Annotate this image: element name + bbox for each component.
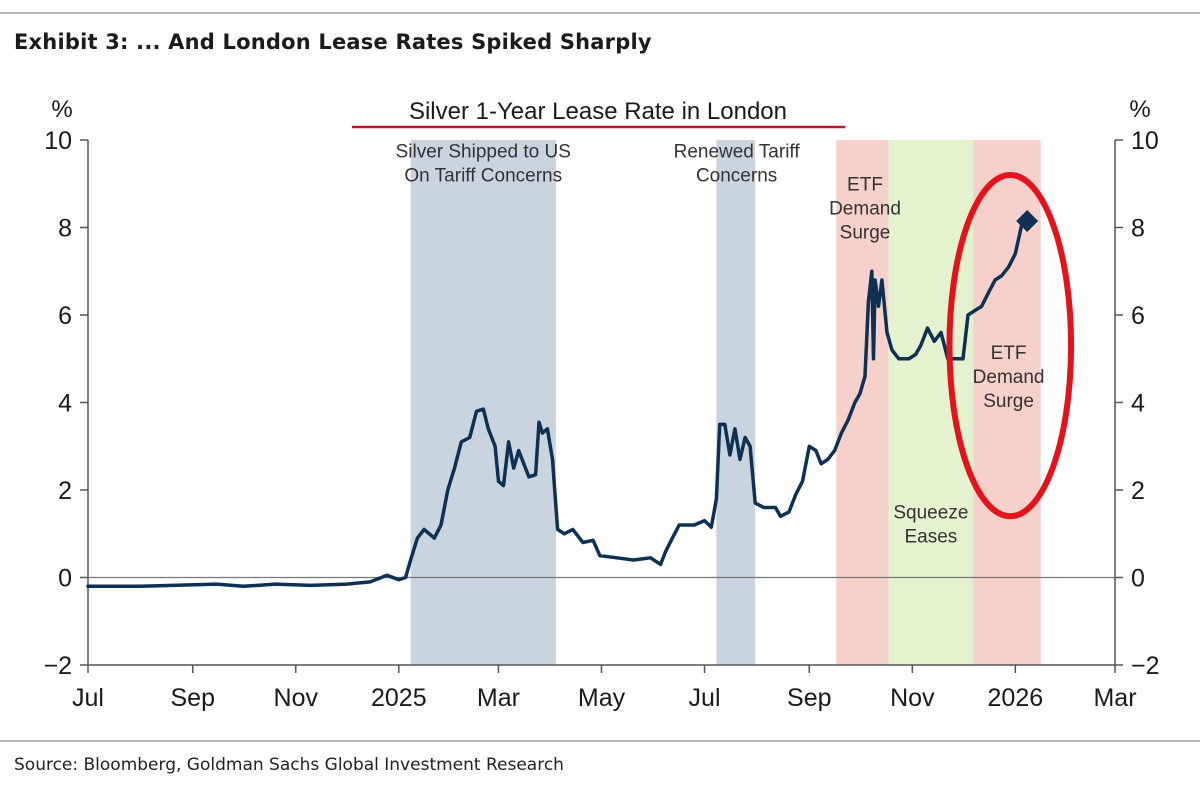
axes: −2 −2 0 0 2 2 4 4 6 6 8 8 10 10 Jul Sep Nov 2025 Mar May Jul… [43, 127, 1159, 712]
y-tick-label-right: 4 [1131, 390, 1145, 418]
event-band-2 [716, 140, 756, 665]
event-band-label-1: On Tariff Concerns [404, 166, 562, 187]
annotations [946, 172, 1075, 520]
event-band-label-5: ETF [991, 343, 1027, 364]
x-tick-label: 2025 [371, 684, 427, 712]
event-band-4 [888, 140, 974, 665]
y-tick-label-right: 0 [1131, 565, 1145, 593]
x-tick-label: Jul [72, 684, 104, 712]
highlight-ellipse [946, 172, 1075, 520]
y-tick-label-right: 10 [1131, 127, 1159, 155]
event-band-label-5: Demand [973, 367, 1045, 388]
event-band-label-4: Eases [904, 526, 957, 547]
y-tick-label-right: −2 [1131, 652, 1160, 680]
y-tick-label-left: 10 [44, 127, 72, 155]
x-tick-label: Nov [890, 684, 935, 712]
event-band-label-1: Silver Shipped to US [396, 142, 571, 163]
chart-title: Silver 1-Year Lease Rate in London [409, 98, 787, 125]
series-lines [86, 209, 1039, 589]
y-tick-label-left: −2 [43, 652, 72, 680]
event-band-label-3: ETF [847, 174, 883, 195]
event-band-label-3: Surge [840, 222, 891, 243]
x-tick-label: 2026 [988, 684, 1044, 712]
exhibit-title: Exhibit 3: ... And London Lease Rates Sp… [14, 30, 652, 54]
y-tick-label-right: 8 [1131, 215, 1145, 243]
y-tick-label-left: 0 [58, 565, 72, 593]
x-tick-label: Nov [274, 684, 319, 712]
x-tick-label: Jul [689, 684, 721, 712]
right-unit-label: % [1129, 96, 1150, 123]
x-tick-label: Sep [787, 684, 831, 712]
x-tick-label: May [578, 684, 626, 712]
event-band-label-2: Renewed Tariff [674, 142, 801, 163]
y-tick-label-left: 2 [58, 477, 72, 505]
y-tick-label-right: 2 [1131, 477, 1145, 505]
y-tick-label-left: 6 [58, 302, 72, 330]
y-tick-label-left: 4 [58, 390, 72, 418]
y-tick-label-right: 6 [1131, 302, 1145, 330]
series-line-1 [86, 221, 1024, 589]
event-band-1 [410, 140, 556, 665]
x-tick-label: Sep [170, 684, 214, 712]
event-band-label-4: Squeeze [893, 502, 968, 523]
event-band-label-3: Demand [829, 198, 901, 219]
bottom-rule [0, 740, 1200, 742]
top-rule [0, 12, 1200, 14]
y-tick-label-left: 8 [58, 215, 72, 243]
source-note: Source: Bloomberg, Goldman Sachs Global … [14, 755, 564, 775]
event-band-label-2: Concerns [696, 166, 777, 187]
event-bands: Silver Shipped to US On Tariff Concerns Re… [396, 140, 1045, 665]
event-band-label-5: Surge [983, 391, 1034, 412]
left-unit-label: % [51, 96, 72, 123]
x-tick-label: Mar [1093, 684, 1136, 712]
x-tick-label: Mar [477, 684, 520, 712]
last-value-marker [1016, 209, 1039, 232]
